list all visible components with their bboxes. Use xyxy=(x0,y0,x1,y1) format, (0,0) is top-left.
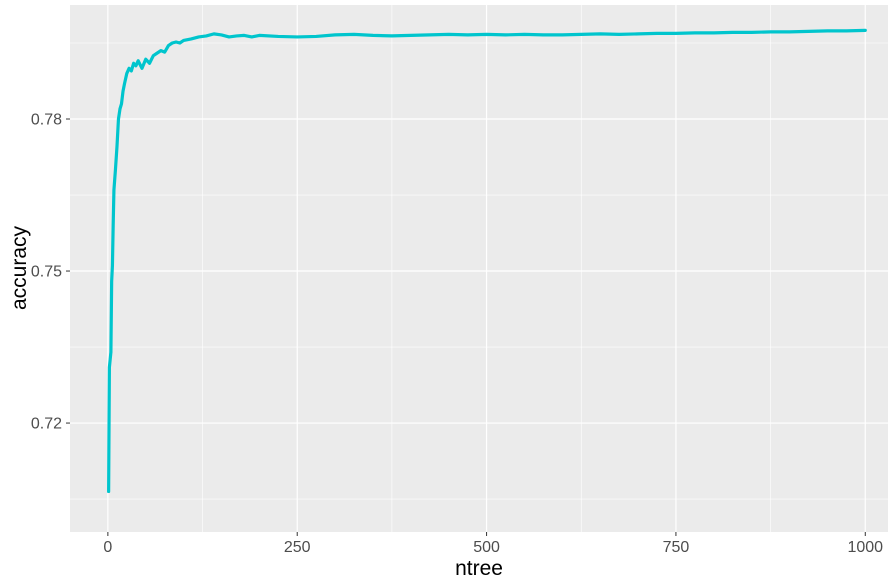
x-axis-title: ntree xyxy=(455,557,503,580)
x-tick-label: 1000 xyxy=(847,539,883,556)
y-axis-ticks: 0.72 0.75 0.78 xyxy=(31,112,70,433)
y-tick-label: 0.75 xyxy=(31,264,62,281)
y-tick-label: 0.72 xyxy=(31,416,62,433)
y-tick-label: 0.78 xyxy=(31,112,62,129)
x-tick-label: 0 xyxy=(103,539,112,556)
y-axis-title: accuracy xyxy=(8,225,31,310)
x-axis-ticks: 0 250 500 750 1000 xyxy=(103,532,883,556)
x-tick-label: 750 xyxy=(663,539,690,556)
x-tick-label: 500 xyxy=(473,539,500,556)
accuracy-series-line xyxy=(107,28,867,494)
grid-major xyxy=(70,5,888,532)
plot-panel xyxy=(70,5,888,532)
x-tick-label: 250 xyxy=(284,539,311,556)
grid-minor xyxy=(70,5,888,532)
